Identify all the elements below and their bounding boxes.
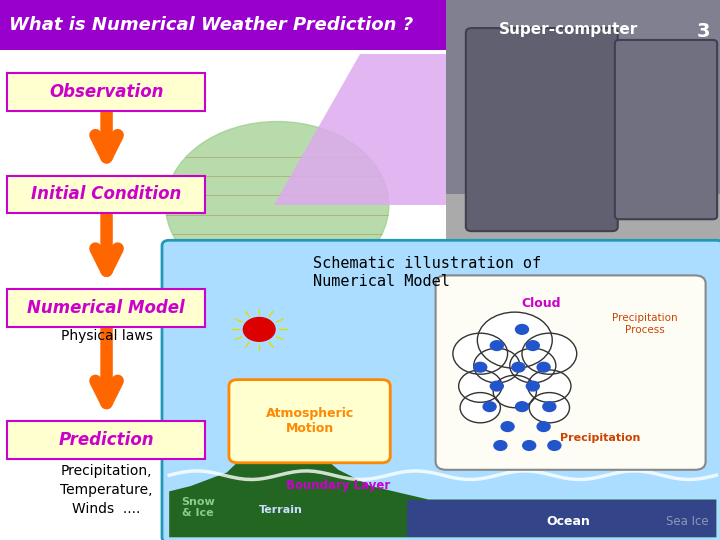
- Circle shape: [501, 422, 514, 431]
- FancyBboxPatch shape: [615, 40, 717, 219]
- Circle shape: [529, 393, 570, 423]
- Circle shape: [516, 402, 528, 411]
- Text: Winds  ....: Winds ....: [73, 502, 140, 516]
- Text: Sea Ice: Sea Ice: [666, 515, 709, 528]
- FancyBboxPatch shape: [7, 289, 205, 327]
- FancyBboxPatch shape: [7, 176, 205, 213]
- Circle shape: [474, 348, 520, 383]
- Circle shape: [493, 375, 536, 408]
- Circle shape: [243, 318, 275, 341]
- Text: Ocean: Ocean: [547, 515, 590, 528]
- Circle shape: [510, 348, 556, 383]
- Circle shape: [522, 333, 577, 374]
- Circle shape: [490, 381, 503, 391]
- Text: Boundary Layer: Boundary Layer: [287, 479, 390, 492]
- FancyBboxPatch shape: [466, 28, 618, 231]
- Text: Numerical Model: Numerical Model: [27, 299, 185, 317]
- Circle shape: [512, 362, 525, 372]
- Circle shape: [166, 122, 389, 289]
- Polygon shape: [407, 500, 716, 537]
- Text: Precipitation,: Precipitation,: [60, 464, 153, 478]
- Circle shape: [543, 402, 556, 411]
- Circle shape: [537, 362, 550, 372]
- Circle shape: [526, 341, 539, 350]
- Circle shape: [523, 441, 536, 450]
- Text: Terrain: Terrain: [259, 505, 302, 515]
- Text: Prediction: Prediction: [58, 431, 154, 449]
- Circle shape: [526, 381, 539, 391]
- Text: Atmospheric
Motion: Atmospheric Motion: [266, 407, 354, 435]
- FancyBboxPatch shape: [0, 0, 446, 50]
- Text: 3: 3: [697, 22, 711, 40]
- Polygon shape: [274, 54, 446, 205]
- Circle shape: [483, 402, 496, 411]
- Circle shape: [474, 362, 487, 372]
- Text: Initial Condition: Initial Condition: [31, 185, 181, 204]
- Circle shape: [548, 441, 561, 450]
- Circle shape: [453, 333, 508, 374]
- Polygon shape: [169, 432, 716, 537]
- FancyBboxPatch shape: [446, 0, 720, 248]
- Circle shape: [459, 370, 502, 402]
- Text: Physical laws: Physical laws: [60, 329, 153, 343]
- Text: Super-computer: Super-computer: [499, 22, 639, 37]
- Circle shape: [516, 325, 528, 334]
- FancyBboxPatch shape: [7, 421, 205, 459]
- Text: Temperature,: Temperature,: [60, 483, 153, 497]
- FancyBboxPatch shape: [436, 275, 706, 470]
- FancyBboxPatch shape: [162, 240, 720, 540]
- FancyBboxPatch shape: [229, 380, 390, 463]
- Circle shape: [537, 422, 550, 431]
- Text: Schematic illustration of
Numerical Model: Schematic illustration of Numerical Mode…: [313, 256, 541, 289]
- Text: Precipitation
Process: Precipitation Process: [612, 313, 678, 335]
- FancyBboxPatch shape: [446, 194, 720, 248]
- FancyBboxPatch shape: [7, 73, 205, 111]
- Text: Snow
& Ice: Snow & Ice: [181, 497, 215, 518]
- Circle shape: [528, 370, 571, 402]
- Text: Cloud: Cloud: [521, 297, 561, 310]
- Text: Precipitation: Precipitation: [560, 433, 641, 443]
- Circle shape: [460, 393, 500, 423]
- Circle shape: [494, 441, 507, 450]
- Text: Observation: Observation: [49, 83, 163, 101]
- Text: What is Numerical Weather Prediction ?: What is Numerical Weather Prediction ?: [9, 16, 413, 34]
- Circle shape: [477, 312, 552, 368]
- Circle shape: [490, 341, 503, 350]
